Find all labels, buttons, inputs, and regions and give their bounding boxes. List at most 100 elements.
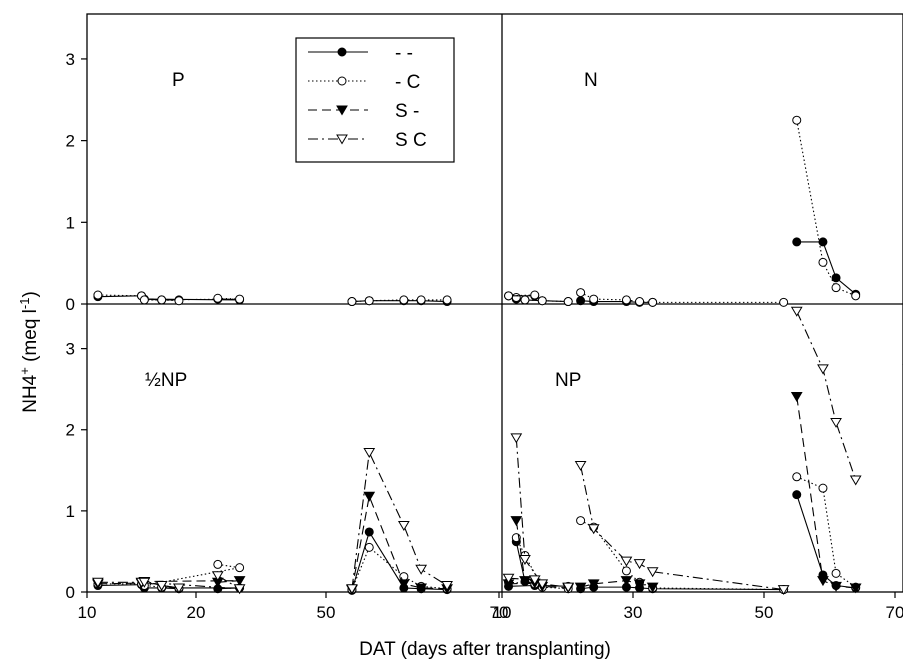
series-line xyxy=(515,537,569,590)
data-point xyxy=(831,568,841,578)
legend-label: S C xyxy=(395,130,427,151)
data-point xyxy=(519,555,531,566)
data-point xyxy=(790,391,803,402)
data-point xyxy=(817,576,829,587)
data-point xyxy=(574,582,587,593)
data-point xyxy=(211,571,224,582)
data-point xyxy=(530,290,540,300)
data-point xyxy=(213,559,223,569)
legend-marker xyxy=(337,47,347,57)
data-point xyxy=(363,491,376,502)
data-point xyxy=(416,295,426,305)
data-point xyxy=(633,559,646,570)
data-point xyxy=(213,293,223,303)
data-point xyxy=(635,297,645,307)
series-line xyxy=(580,465,784,591)
y-tick-label: 2 xyxy=(66,421,75,440)
x-tick-label: 70 xyxy=(886,603,903,622)
data-point xyxy=(576,288,586,298)
x-tick-label: 20 xyxy=(187,603,206,622)
series-line xyxy=(351,450,448,589)
legend-marker xyxy=(336,105,348,116)
series-line xyxy=(97,584,142,587)
legend-marker xyxy=(337,76,347,86)
data-point xyxy=(620,576,633,587)
data-point xyxy=(173,583,185,594)
data-point xyxy=(155,581,168,591)
data-point xyxy=(648,297,658,307)
series-line xyxy=(515,520,569,589)
data-point xyxy=(138,577,151,588)
data-point xyxy=(363,447,376,458)
data-point xyxy=(621,295,631,305)
data-point xyxy=(576,296,586,306)
data-point xyxy=(364,296,374,306)
legend-marker xyxy=(336,134,348,145)
data-point xyxy=(830,417,842,428)
data-point xyxy=(520,295,530,305)
data-point xyxy=(399,295,409,305)
series-line xyxy=(580,292,784,303)
panel-label: ½NP xyxy=(145,370,187,391)
legend-label: - C xyxy=(395,72,420,93)
legend: - - - C S - S C xyxy=(295,37,455,163)
data-point xyxy=(415,564,428,575)
data-point xyxy=(790,306,803,317)
data-point xyxy=(777,585,790,596)
series-line xyxy=(351,546,448,590)
data-point xyxy=(399,572,409,582)
data-point xyxy=(646,582,659,593)
data-point xyxy=(817,364,829,375)
series-line xyxy=(796,476,857,588)
data-point xyxy=(511,292,521,302)
data-point xyxy=(831,283,841,293)
series-line xyxy=(508,582,535,585)
y-tick-label: 1 xyxy=(66,502,75,521)
data-point xyxy=(233,584,246,595)
x-tick-label: 10 xyxy=(78,603,97,622)
series-line xyxy=(796,396,856,589)
series-layer xyxy=(92,115,903,596)
x-tick-label: 50 xyxy=(317,603,336,622)
data-point xyxy=(235,294,245,304)
data-point xyxy=(830,581,842,592)
data-point xyxy=(347,297,357,307)
x-tick-label: 50 xyxy=(755,603,774,622)
data-point xyxy=(818,237,828,247)
data-point xyxy=(235,563,245,573)
series-line xyxy=(580,520,784,591)
series-line xyxy=(97,294,142,297)
data-point xyxy=(589,294,599,304)
y-tick-label: 3 xyxy=(66,50,75,69)
data-point xyxy=(831,273,841,283)
y-tick-label: 2 xyxy=(66,132,75,151)
x-tick-label: 30 xyxy=(624,603,643,622)
data-point xyxy=(576,516,586,526)
axes xyxy=(81,58,896,598)
x-tick-label: 70 xyxy=(490,603,509,622)
data-point xyxy=(397,520,410,531)
y-tick-label: 1 xyxy=(66,213,75,232)
data-point xyxy=(792,472,802,482)
data-point xyxy=(139,295,149,305)
data-point xyxy=(397,579,410,590)
plot-frame xyxy=(86,13,903,593)
data-point xyxy=(562,582,575,593)
data-point xyxy=(93,290,103,300)
y-tick-label: 0 xyxy=(66,583,75,602)
data-point xyxy=(563,297,573,307)
series-line xyxy=(515,437,569,588)
panel-label: NP xyxy=(555,370,581,391)
series-line xyxy=(144,587,240,590)
series-line xyxy=(796,241,857,295)
data-point xyxy=(536,579,549,590)
data-point xyxy=(633,579,646,590)
data-point xyxy=(504,291,514,301)
legend-box xyxy=(295,37,455,163)
data-point xyxy=(441,581,453,591)
data-point xyxy=(510,516,523,527)
data-point xyxy=(779,297,789,307)
data-point xyxy=(92,577,104,588)
